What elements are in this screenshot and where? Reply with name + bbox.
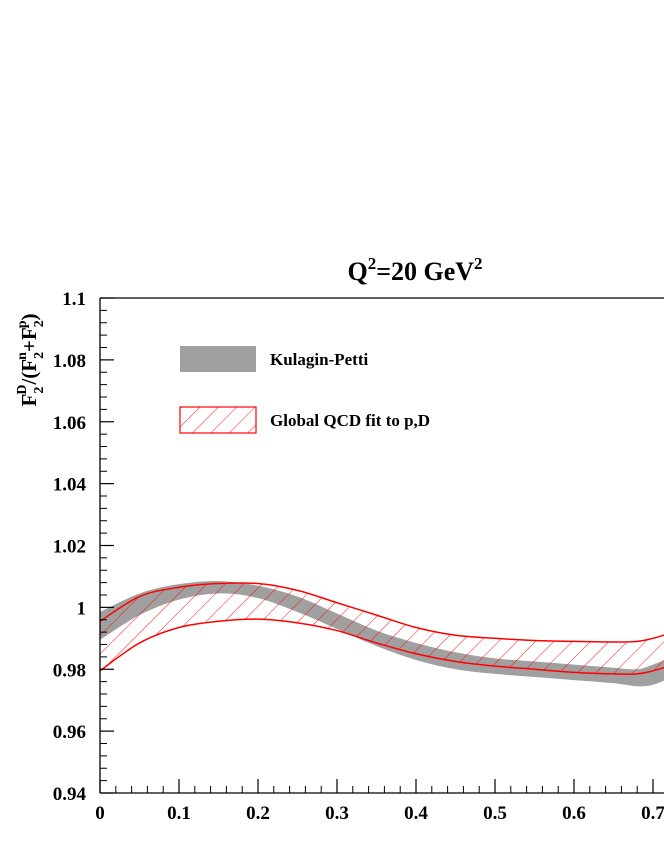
bands-layer xyxy=(100,581,664,687)
legend-label-global-qcd-fit: Global QCD fit to p,D xyxy=(270,411,430,430)
x-tick-label: 0.5 xyxy=(483,803,507,824)
x-tick-label: 0.4 xyxy=(404,803,428,824)
band-global-qcd-fit-upper-edge xyxy=(100,582,664,643)
tick-labels-layer: 0.94 0.96 0.98 1 1.02 1.04 1.06 1.08 1.1 0 0.1 0.2 0… xyxy=(53,289,664,824)
legend-label-kulagin-petti: Kulagin-Petti xyxy=(270,350,368,369)
x-tick-label: 0 xyxy=(95,803,105,824)
y-tick-label: 0.98 xyxy=(53,660,86,681)
x-tick-label: 0.3 xyxy=(325,803,349,824)
y-tick-label: 1 xyxy=(77,598,87,619)
legend: Kulagin-Petti Global QCD fit to p,D xyxy=(179,346,430,434)
y-tick-label: 0.94 xyxy=(53,784,87,805)
chart-title: Q2=20 GeV2 xyxy=(347,254,482,286)
y-tick-label: 0.96 xyxy=(53,722,86,743)
ticks-layer xyxy=(99,297,654,794)
legend-swatch-global-qcd-fit xyxy=(179,406,257,434)
y-axis-label: F2D/(F2n+F2p) xyxy=(15,314,47,407)
y-tick-label: 1.08 xyxy=(53,351,86,372)
y-tick-label: 1.04 xyxy=(53,475,87,496)
y-tick-label: 1.1 xyxy=(62,289,86,310)
x-tick-label: 0.2 xyxy=(246,803,270,824)
y-tick-label: 1.06 xyxy=(53,413,86,434)
x-tick-label: 0.6 xyxy=(562,803,586,824)
x-tick-label: 0.7 xyxy=(641,803,664,824)
y-tick-label: 1.02 xyxy=(53,537,86,558)
band-global-qcd-fit xyxy=(100,582,664,675)
legend-swatch-kulagin-petti xyxy=(180,346,256,372)
x-tick-label: 0.1 xyxy=(167,803,191,824)
band-global-qcd-fit-lower-edge xyxy=(100,618,664,675)
